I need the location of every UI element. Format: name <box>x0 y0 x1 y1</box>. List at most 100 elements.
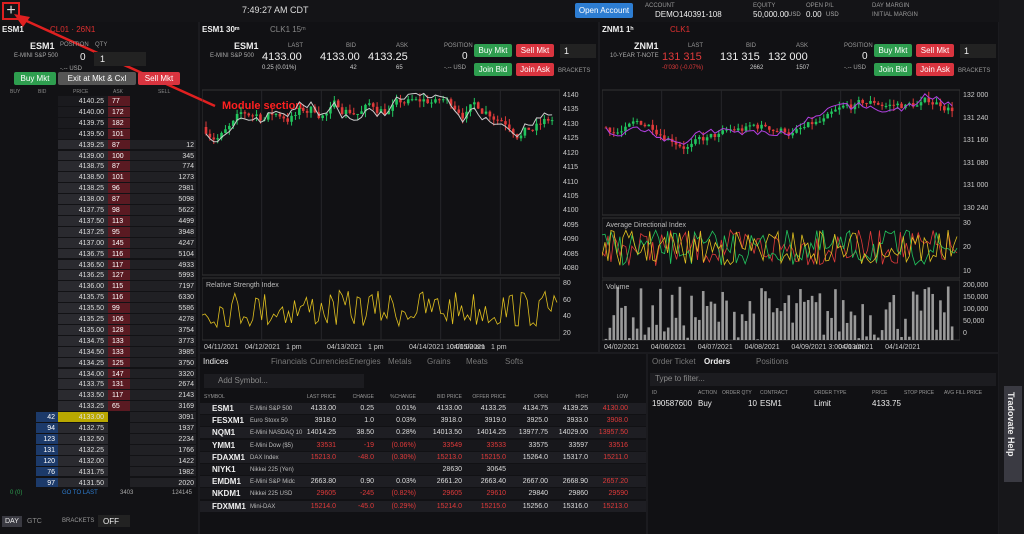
y-tick-label: 50,000 <box>963 318 985 325</box>
candle <box>814 121 818 125</box>
label: BRACKETS <box>958 68 991 74</box>
price: 4135.25 <box>78 316 104 323</box>
candle <box>492 116 496 120</box>
candle <box>224 129 227 133</box>
x-tick-label: 04/07/2021 <box>697 344 733 351</box>
quote-row <box>200 403 646 414</box>
description: Nikkei 225 USD <box>250 491 293 498</box>
column-header: HIGH <box>575 394 589 400</box>
column-header: AVG FILL PRICE <box>944 390 983 396</box>
button[interactable]: Join Ask <box>516 63 554 76</box>
candle <box>251 115 254 117</box>
add-module-button[interactable]: + <box>2 2 20 20</box>
x-tick-label: 04/12/2021 <box>245 344 281 351</box>
volume-cell <box>130 292 196 303</box>
label: 131 315 <box>662 51 702 63</box>
volume-bar <box>818 293 822 340</box>
candle <box>329 107 332 114</box>
price: 4135.50 <box>78 305 104 313</box>
price-cell <box>58 390 108 401</box>
price-cell <box>58 183 108 194</box>
ask-size: 96 <box>112 185 120 193</box>
price: 4136.25 <box>78 272 104 280</box>
price: 4136.50 <box>78 261 104 269</box>
symbol: NKDM1 <box>212 489 241 499</box>
symbol: NIYK1 <box>212 465 236 474</box>
ask-size: 172 <box>112 108 124 116</box>
candle <box>779 128 783 132</box>
volume: 5993 <box>178 272 194 280</box>
candle <box>608 127 612 133</box>
description: Euro Stoxx 50 <box>250 418 288 425</box>
volume-bar <box>670 294 674 340</box>
y-tick-label: 131 080 <box>963 159 989 167</box>
button[interactable]: Buy Mkt <box>14 72 56 85</box>
ask-cell <box>108 172 130 183</box>
button[interactable]: Sell Mkt <box>138 72 180 85</box>
volume-cell <box>130 335 196 346</box>
candle <box>748 125 752 127</box>
volume-bar <box>760 288 763 340</box>
cell: 33597 <box>568 441 588 449</box>
volume-bar <box>849 311 853 340</box>
volume-bar <box>904 318 907 340</box>
button[interactable]: Exit at Mkt & Cxl <box>58 72 136 85</box>
x-tick-label: 04/08/2021 <box>744 344 780 351</box>
label: 1 <box>100 54 106 64</box>
volume-bar <box>686 337 689 340</box>
volume-bar <box>752 313 756 340</box>
candle <box>259 114 262 121</box>
candle <box>445 99 449 101</box>
button[interactable]: Buy Mkt <box>474 44 512 57</box>
bid-size: 76 <box>47 468 55 476</box>
candle <box>426 99 429 104</box>
volume-bar <box>806 300 810 340</box>
quote-row <box>200 427 646 439</box>
volume-bar <box>845 322 849 340</box>
button[interactable]: Sell Mkt <box>916 44 954 57</box>
button[interactable]: Join Bid <box>474 63 512 76</box>
cell: 15316.0 <box>562 502 588 510</box>
price: 4132.50 <box>78 435 104 443</box>
symbol-input <box>204 374 364 388</box>
ask-size: 113 <box>112 217 124 225</box>
candle <box>659 134 662 136</box>
tab: Order Ticket <box>652 357 696 366</box>
cell: 33516 <box>608 441 628 449</box>
volume: 1422 <box>178 457 194 465</box>
candle <box>305 110 309 113</box>
candle <box>647 124 651 127</box>
button[interactable]: Join Ask <box>916 63 954 76</box>
button[interactable]: Open Account <box>575 3 633 18</box>
volume: 3750 <box>178 359 194 367</box>
volume-bar <box>690 295 693 340</box>
label: 0 <box>462 51 468 62</box>
cell: 2667.00 <box>522 478 548 486</box>
button[interactable]: Sell Mkt <box>516 44 554 57</box>
button[interactable]: Join Bid <box>874 63 912 76</box>
price: 4134.25 <box>78 359 104 367</box>
candle <box>527 127 531 130</box>
cell: 33533 <box>486 441 506 449</box>
cell: 28630 <box>442 466 462 473</box>
candle <box>806 122 810 128</box>
ask-size: 101 <box>112 130 124 138</box>
help-tab[interactable] <box>1004 386 1022 482</box>
column-header: ORDER TYPE <box>814 390 847 396</box>
ask-size: 131 <box>112 381 124 389</box>
candle <box>923 97 927 103</box>
qty-input <box>94 52 146 66</box>
ask-cell <box>108 150 130 161</box>
volume-bar <box>884 309 888 340</box>
price-cell <box>58 150 108 161</box>
candle <box>383 109 387 115</box>
volume: 1766 <box>178 446 194 454</box>
price-cell <box>58 303 108 313</box>
candle <box>635 120 639 122</box>
button[interactable]: Buy Mkt <box>874 44 912 57</box>
cell: 15213.0 <box>310 453 336 461</box>
volume-cell <box>130 423 196 433</box>
price: 4139.50 <box>78 130 104 138</box>
volume-bar <box>616 286 619 340</box>
label: QTY <box>95 42 108 48</box>
